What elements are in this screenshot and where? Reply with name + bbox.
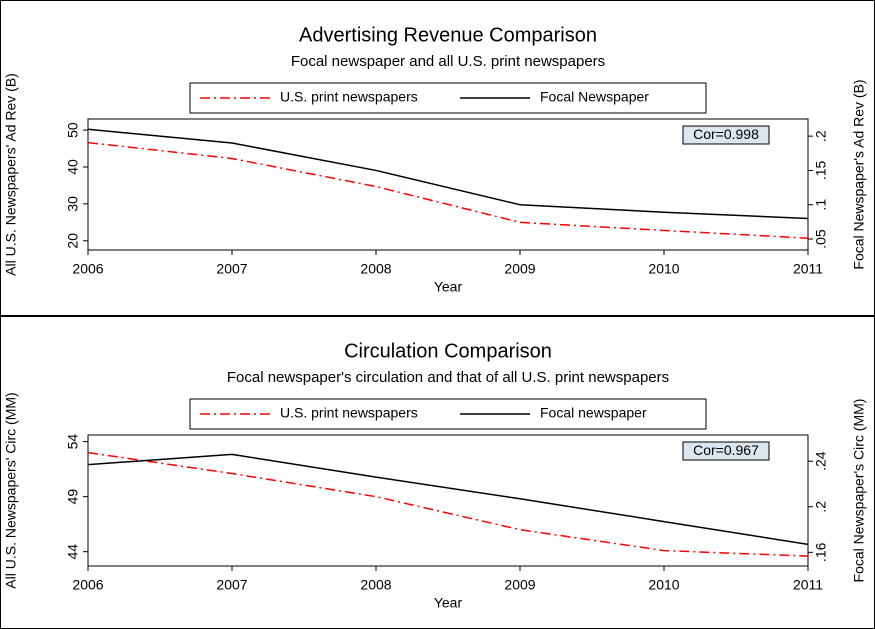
x-tick-label: 2007 <box>216 577 247 593</box>
y2-tick-label: .2 <box>813 130 829 142</box>
x-tick-label: 2008 <box>360 261 391 277</box>
y-axis-label: All U.S. Newspapers' Ad Rev (B) <box>3 73 19 276</box>
y2-tick-label: .2 <box>813 501 829 513</box>
chart-title: Circulation Comparison <box>344 340 552 362</box>
chart-subtitle: Focal newspaper and all U.S. print newsp… <box>291 53 605 70</box>
y2-tick-label: .24 <box>813 451 829 471</box>
chart-title: Advertising Revenue Comparison <box>299 24 597 46</box>
x-tick-label: 2010 <box>648 577 679 593</box>
legend-label: Focal newspaper <box>540 405 647 421</box>
y-tick-label: 20 <box>65 233 81 249</box>
chart-subtitle: Focal newspaper's circulation and that o… <box>227 369 669 386</box>
x-tick-label: 2010 <box>648 261 679 277</box>
y-tick-label: 54 <box>65 434 81 450</box>
y2-tick-label: .16 <box>813 542 829 562</box>
legend-label: Focal Newspaper <box>540 89 649 105</box>
y2-axis-label: Focal Newspaper's Ad Rev (B) <box>851 79 867 269</box>
x-tick-label: 2011 <box>793 577 823 593</box>
plot-frame <box>87 434 809 567</box>
series-line <box>87 128 809 220</box>
y-tick-label: 50 <box>65 122 81 138</box>
plot-frame <box>87 118 809 251</box>
x-tick-label: 2008 <box>360 577 391 593</box>
annotation-box <box>682 441 770 461</box>
legend-box <box>189 398 707 430</box>
y2-tick-label: .15 <box>813 160 829 180</box>
y-axis-label: All U.S. Newspapers' Circ (MM) <box>3 392 19 588</box>
x-axis-label: Year <box>434 595 463 611</box>
y-tick-label: 40 <box>65 159 81 175</box>
annotation: Cor=0.998 <box>693 126 759 142</box>
y2-tick-label: .05 <box>813 229 829 249</box>
series-line <box>87 453 809 546</box>
annotation: Cor=0.967 <box>693 442 759 458</box>
panel-border <box>0 316 875 629</box>
annotation-box <box>682 125 770 145</box>
series-line <box>87 451 809 557</box>
legend-label: U.S. print newspapers <box>280 89 418 105</box>
panel-border <box>0 0 875 316</box>
x-tick-label: 2009 <box>504 577 535 593</box>
x-tick-label: 2011 <box>793 261 823 277</box>
x-tick-label: 2007 <box>216 261 247 277</box>
y-tick-label: 44 <box>65 544 81 560</box>
x-axis-label: Year <box>434 279 463 295</box>
legend-box <box>189 82 707 114</box>
y-tick-label: 30 <box>65 196 81 212</box>
x-tick-label: 2006 <box>72 577 103 593</box>
legend-label: U.S. print newspapers <box>280 405 418 421</box>
series-line <box>87 141 809 239</box>
y-tick-label: 49 <box>65 489 81 505</box>
x-tick-label: 2009 <box>504 261 535 277</box>
x-tick-label: 2006 <box>72 261 103 277</box>
y2-axis-label: Focal Newspaper's Circ (MM) <box>851 399 867 583</box>
y2-tick-label: .1 <box>813 199 829 211</box>
